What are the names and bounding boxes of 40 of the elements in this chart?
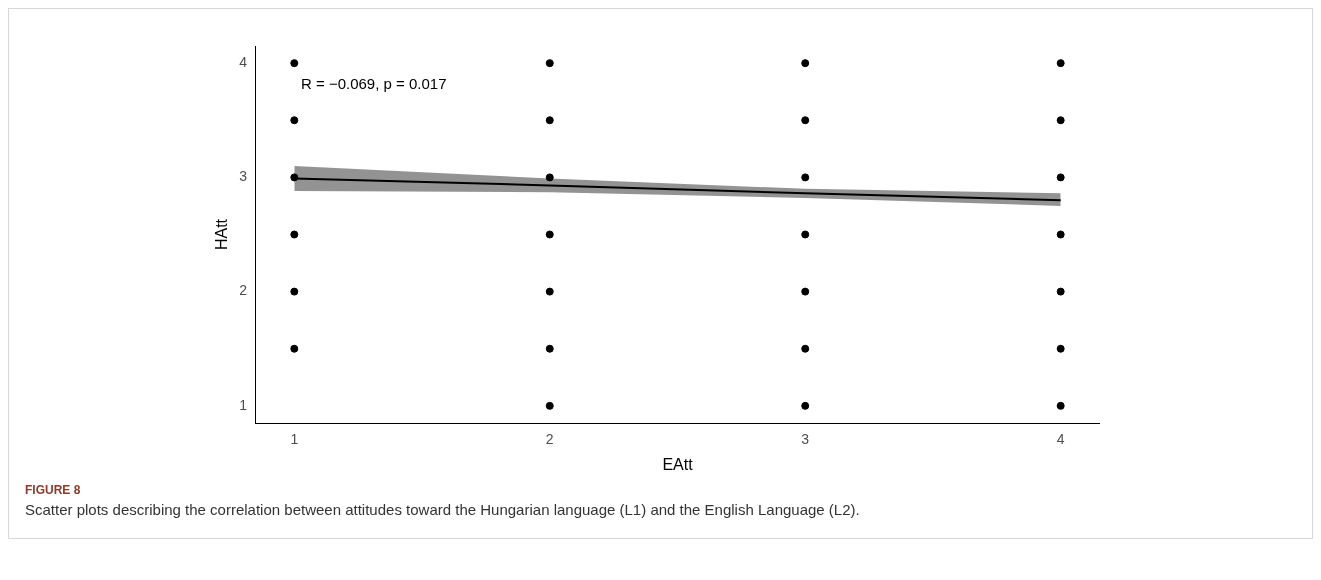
point — [290, 287, 299, 296]
caption: FIGURE 8 — [25, 483, 82, 497]
point — [1056, 116, 1065, 125]
point — [801, 230, 810, 239]
point — [545, 344, 554, 353]
text: Scatter plots describing the correlation between attitudes toward the Hungarian language (L1) and the English Language (L2). — [25, 501, 861, 518]
x-tick-label: 3 — [801, 431, 810, 448]
x-tick-label: 1 — [290, 431, 299, 448]
y-axis-title: HAtt — [213, 218, 231, 251]
x-tick-label: 4 — [1056, 431, 1065, 448]
point — [801, 59, 810, 68]
point — [1056, 59, 1065, 68]
x-tick-label: 2 — [545, 431, 554, 448]
point — [545, 287, 554, 296]
point — [1056, 401, 1065, 410]
point — [545, 173, 554, 182]
y-tick-label: 4 — [239, 54, 248, 70]
point — [1056, 230, 1065, 239]
point — [801, 401, 810, 410]
point — [545, 116, 554, 125]
point — [801, 116, 810, 125]
point — [290, 116, 299, 125]
point — [290, 173, 299, 182]
point — [545, 230, 554, 239]
point — [290, 344, 299, 353]
point — [290, 230, 299, 239]
x-axis-title: EAtt — [662, 455, 694, 473]
point — [290, 59, 299, 68]
y-tick-label: 2 — [239, 282, 248, 299]
annotation: R = −0.069, p = 0.017 — [300, 75, 447, 93]
point — [1056, 344, 1065, 353]
point — [801, 173, 810, 182]
point — [1056, 173, 1065, 182]
point — [545, 59, 554, 68]
point — [801, 344, 810, 353]
point — [1056, 287, 1065, 296]
y-tick-label: 3 — [239, 168, 248, 185]
point — [801, 287, 810, 296]
point — [545, 401, 554, 410]
y-tick-label: 1 — [239, 396, 248, 413]
